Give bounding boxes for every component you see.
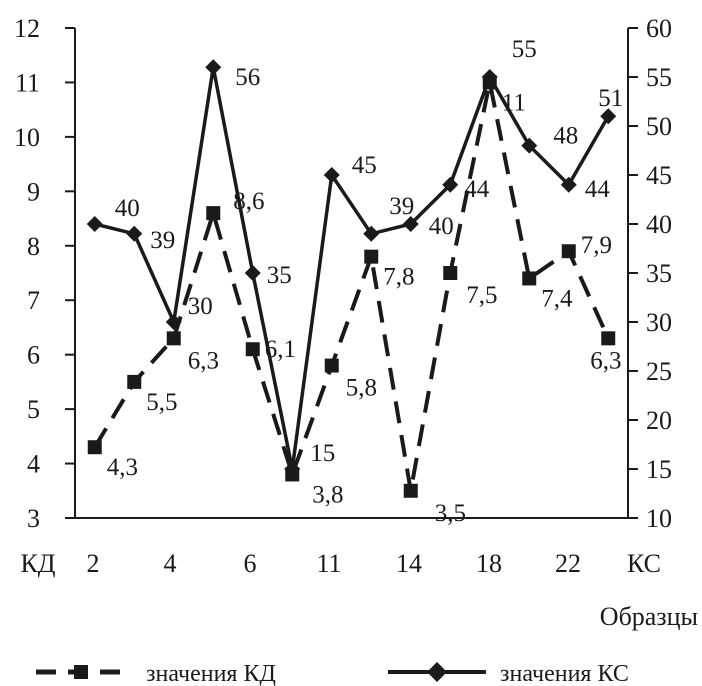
left-tick-label: 7 xyxy=(27,286,40,315)
ks-data-label: 44 xyxy=(585,176,611,203)
legend-ks-marker xyxy=(427,662,447,682)
ks-marker xyxy=(86,216,103,232)
ks-marker xyxy=(560,176,577,193)
x-tick-label: 6 xyxy=(244,549,257,578)
left-tick-label: 10 xyxy=(14,123,40,152)
kd-data-label: 5,5 xyxy=(146,389,177,416)
kd-marker xyxy=(601,331,616,346)
ks-data-label: 39 xyxy=(150,227,175,254)
legend-ks-label: значения КС xyxy=(500,661,629,686)
kd-data-label: 3,8 xyxy=(312,481,343,508)
kd-data-label: 7,8 xyxy=(383,264,414,291)
x-tick-label: 4 xyxy=(164,549,177,578)
kd-data-label: 7,4 xyxy=(541,285,573,312)
legend-kd-label: значения КД xyxy=(146,661,276,686)
right-tick-label: 55 xyxy=(646,63,672,92)
legend: значения КД значения КС xyxy=(36,661,629,686)
right-tick-label: 60 xyxy=(646,14,672,43)
kd-data-label: 7,9 xyxy=(581,232,612,259)
legend-kd-marker xyxy=(74,665,88,679)
x-tick-label: КД xyxy=(20,549,55,578)
right-tick-label: 45 xyxy=(646,161,672,190)
ks-marker xyxy=(323,167,340,183)
series-ks xyxy=(86,59,617,477)
ks-marker xyxy=(600,108,617,125)
right-tick-label: 25 xyxy=(646,357,672,386)
ks-data-label: 45 xyxy=(352,152,377,179)
kd-marker xyxy=(245,342,260,357)
ks-data-label: 56 xyxy=(235,64,260,91)
ks-data-label: 35 xyxy=(267,262,292,289)
kd-marker xyxy=(127,374,142,389)
ks-marker xyxy=(284,461,301,477)
right-tick-label: 40 xyxy=(646,210,672,239)
kd-marker xyxy=(364,249,379,264)
kd-data-label: 6,1 xyxy=(265,336,296,363)
kd-marker xyxy=(522,271,537,286)
left-tick-label: 6 xyxy=(27,341,40,370)
ks-line xyxy=(94,66,610,470)
right-tick-label: 35 xyxy=(646,259,672,288)
left-tick-label: 12 xyxy=(14,14,40,43)
ks-marker xyxy=(126,225,143,242)
left-tick-label: 11 xyxy=(15,68,40,97)
x-tick-label: 22 xyxy=(555,549,581,578)
ks-marker xyxy=(244,265,261,281)
ks-marker xyxy=(442,176,459,193)
kd-marker xyxy=(166,331,181,346)
kd-marker xyxy=(206,206,221,221)
kd-data-label: 8,6 xyxy=(233,188,264,215)
kd-line xyxy=(93,82,611,492)
ks-data-label: 39 xyxy=(389,193,414,220)
ks-data-label: 15 xyxy=(310,440,335,467)
ks-data-label: 48 xyxy=(553,123,578,150)
x-tick-label: 18 xyxy=(476,549,502,578)
ks-marker xyxy=(363,225,380,242)
x-tick-label: 2 xyxy=(87,549,100,578)
right-tick-label: 15 xyxy=(646,455,672,484)
x-tick-label: 14 xyxy=(396,549,422,578)
kd-marker xyxy=(561,244,576,259)
left-tick-label: 4 xyxy=(27,450,40,479)
ks-marker xyxy=(521,137,538,154)
kd-data-label: 5,8 xyxy=(346,375,377,402)
kd-data-label: 11 xyxy=(502,89,526,116)
ks-data-label: 40 xyxy=(429,213,454,240)
x-tick-label: КС xyxy=(627,549,661,578)
kd-data-label: 6,3 xyxy=(590,347,621,374)
kd-data-label: 3,5 xyxy=(435,500,466,527)
kd-marker xyxy=(324,358,339,373)
left-tick-label: 8 xyxy=(27,232,40,261)
data-labels: 4,3 5,5 6,3 8,6 6,1 3,8 5,8 7,8 3,5 7,5 11 7,4 7,9 6,… xyxy=(107,36,624,527)
kd-data-label: 4,3 xyxy=(107,454,138,481)
ks-data-label: 40 xyxy=(115,195,140,222)
kd-data-label: 6,3 xyxy=(188,347,219,374)
ks-marker xyxy=(165,314,182,330)
ks-data-label: 55 xyxy=(512,36,537,63)
kd-marker xyxy=(443,266,458,280)
right-tick-label: 30 xyxy=(646,308,672,337)
right-tick-label: 50 xyxy=(646,112,672,141)
ks-marker xyxy=(481,69,498,85)
left-tick-label: 5 xyxy=(27,395,40,424)
kd-marker xyxy=(403,483,418,498)
right-tick-label: 20 xyxy=(646,406,672,435)
x-axis-title: Образцы xyxy=(600,602,698,631)
ks-data-label: 51 xyxy=(598,85,623,112)
left-tick-label: 3 xyxy=(27,504,40,533)
kd-data-label: 7,5 xyxy=(466,282,497,309)
right-tick-label: 10 xyxy=(646,504,672,533)
ks-data-label: 44 xyxy=(464,176,490,203)
ks-data-label: 30 xyxy=(188,293,213,320)
kd-marker xyxy=(87,440,102,455)
ks-marker xyxy=(205,59,222,76)
left-tick-label: 9 xyxy=(27,177,40,206)
ks-marker xyxy=(402,216,419,232)
x-tick-label: 11 xyxy=(316,549,341,578)
series-kd xyxy=(87,75,616,498)
